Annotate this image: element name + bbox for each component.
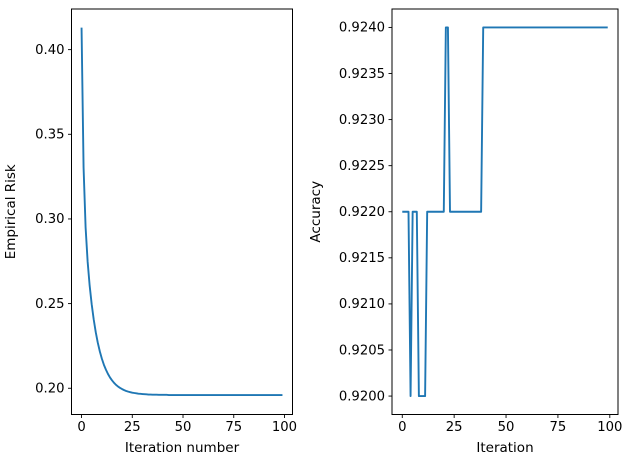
x-tick-label: 0 (398, 420, 406, 435)
axes-frame (71, 8, 293, 415)
x-axis-label: Iteration number (125, 440, 240, 456)
x-tick-label: 25 (446, 420, 463, 435)
y-tick-label: 0.40 (35, 43, 64, 58)
x-tick-label: 75 (225, 420, 242, 435)
y-tick-label: 0.9235 (339, 67, 385, 82)
y-tick-label: 0.9230 (339, 113, 385, 128)
x-tick-label: 75 (550, 420, 567, 435)
x-tick-label: 50 (498, 420, 515, 435)
subplot-1: 0 25 50 75 100 0.20 0.25 0.30 0.35 0.40 Iteration … (3, 8, 297, 456)
x-tick-label: 100 (597, 420, 622, 435)
y-axis-label: Accuracy (308, 181, 324, 243)
y-tick-label: 0.9200 (339, 389, 385, 404)
x-axis-label: Iteration (476, 440, 533, 456)
y-tick-label: 0.20 (35, 382, 64, 397)
series-line-empirical-risk (80, 27, 283, 396)
y-tick-label: 0.9215 (339, 251, 385, 266)
x-tick-label: 25 (124, 420, 141, 435)
x-tick-label: 0 (77, 420, 85, 435)
y-tick-label: 0.25 (35, 297, 64, 312)
y-tick-label: 0.9210 (339, 297, 385, 312)
y-tick-label: 0.35 (35, 128, 64, 143)
y-tick-label: 0.9225 (339, 159, 385, 174)
y-tick-label: 0.30 (35, 212, 64, 227)
subplot-2: 0 25 50 75 100 0.9200 0.9205 0.9210 0.9215 0.9220… (308, 8, 622, 456)
x-tick-label: 50 (175, 420, 192, 435)
y-axis-label: Empirical Risk (3, 164, 19, 259)
x-tick-label: 100 (272, 420, 297, 435)
y-tick-label: 0.9205 (339, 343, 385, 358)
axes-frame (391, 8, 619, 415)
series-line-accuracy (402, 26, 608, 398)
y-tick-label: 0.9220 (339, 205, 385, 220)
y-tick-label: 0.9240 (339, 21, 385, 36)
